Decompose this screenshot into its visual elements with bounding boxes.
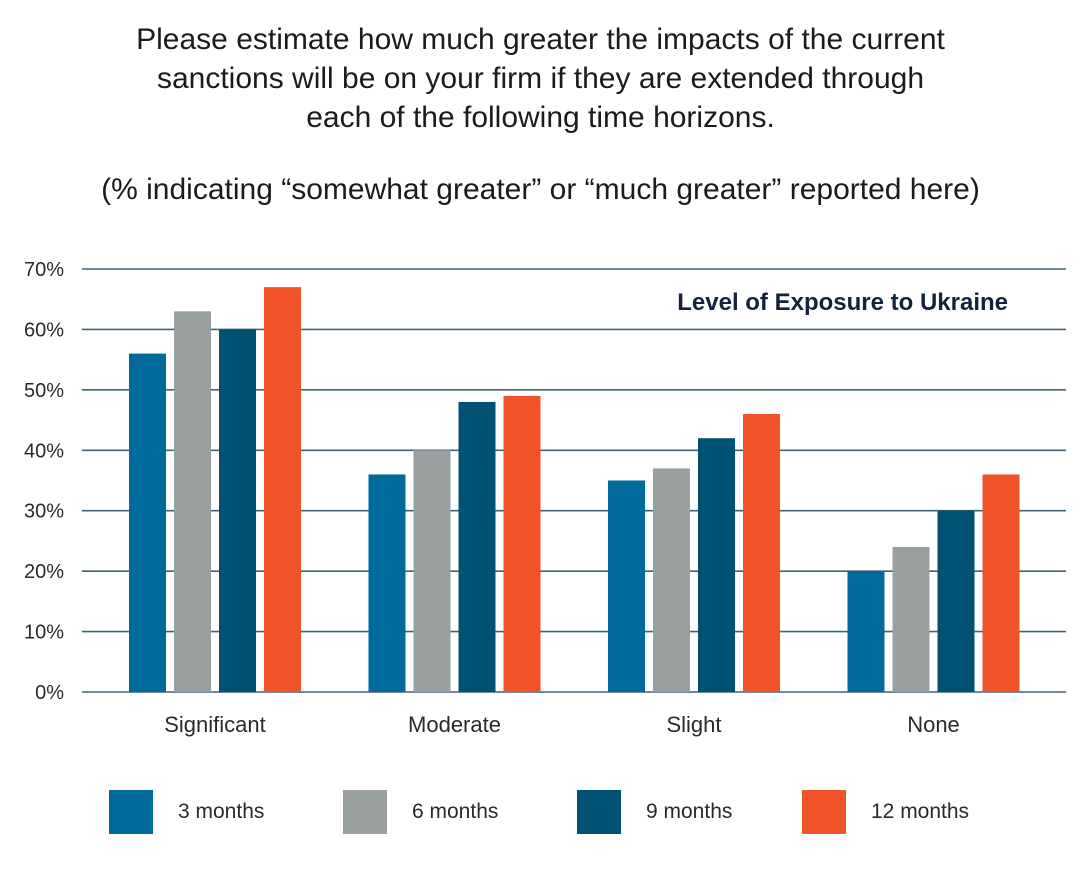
bar-moderate-3-months bbox=[368, 474, 406, 692]
legend-label: 12 months bbox=[871, 800, 969, 823]
chart-title-line-1: Please estimate how much greater the imp… bbox=[136, 23, 945, 56]
y-tick-label: 60% bbox=[24, 319, 64, 341]
x-axis-ticks: Significant Moderate Slight None bbox=[164, 712, 960, 737]
legend-label: 6 months bbox=[412, 800, 498, 823]
chart-title-line-3: each of the following time horizons. bbox=[306, 101, 775, 134]
bar-moderate-12-months bbox=[503, 395, 541, 692]
bar-none-3-months bbox=[847, 571, 885, 692]
legend-item: 3 months bbox=[109, 790, 264, 834]
x-tick-label: Slight bbox=[666, 712, 721, 737]
x-tick-label: Significant bbox=[164, 712, 266, 737]
legend-item: 6 months bbox=[343, 790, 498, 834]
legend-item: 9 months bbox=[577, 790, 732, 834]
bar-slight-6-months bbox=[653, 468, 690, 692]
bar-significant-6-months bbox=[174, 311, 211, 692]
bar-significant-9-months bbox=[219, 329, 256, 692]
bar-significant-3-months bbox=[129, 353, 166, 692]
y-tick-label: 20% bbox=[24, 561, 64, 583]
chart-subtitle: (% indicating “somewhat greater” or “muc… bbox=[101, 173, 980, 206]
y-tick-label: 30% bbox=[24, 501, 64, 523]
legend-label: 9 months bbox=[646, 800, 732, 823]
legend-label: 3 months bbox=[178, 800, 264, 823]
bar-moderate-6-months bbox=[413, 450, 451, 692]
y-axis-ticks: 0% 10% 20% 30% 40% 50% 60% 70% bbox=[24, 259, 64, 704]
bar-none-6-months bbox=[892, 546, 930, 692]
y-tick-label: 0% bbox=[35, 682, 64, 704]
bar-slight-9-months bbox=[698, 438, 735, 692]
y-tick-label: 50% bbox=[24, 380, 64, 402]
bar-significant-12-months bbox=[264, 287, 301, 692]
bar-slight-3-months bbox=[608, 480, 645, 692]
legend-swatch bbox=[577, 790, 621, 834]
chart-title: Please estimate how much greater the imp… bbox=[0, 20, 1081, 137]
y-tick-label: 40% bbox=[24, 440, 64, 462]
legend-swatch bbox=[109, 790, 153, 834]
chart-title-line-2: sanctions will be on your firm if they a… bbox=[156, 62, 925, 95]
chart-annotation: Level of Exposure to Ukraine bbox=[677, 289, 1008, 316]
legend-item: 12 months bbox=[802, 790, 969, 834]
bars bbox=[129, 287, 1020, 692]
bar-none-12-months bbox=[982, 474, 1020, 692]
legend-swatch bbox=[343, 790, 387, 834]
y-tick-label: 70% bbox=[24, 259, 64, 281]
bar-none-9-months bbox=[937, 510, 975, 692]
bar-slight-12-months bbox=[743, 414, 780, 692]
y-tick-label: 10% bbox=[24, 622, 64, 644]
bar-moderate-9-months bbox=[458, 401, 496, 692]
x-tick-label: None bbox=[907, 712, 960, 737]
legend: 3 months 6 months 9 months 12 months bbox=[109, 790, 969, 834]
x-tick-label: Moderate bbox=[408, 712, 501, 737]
legend-swatch bbox=[802, 790, 846, 834]
